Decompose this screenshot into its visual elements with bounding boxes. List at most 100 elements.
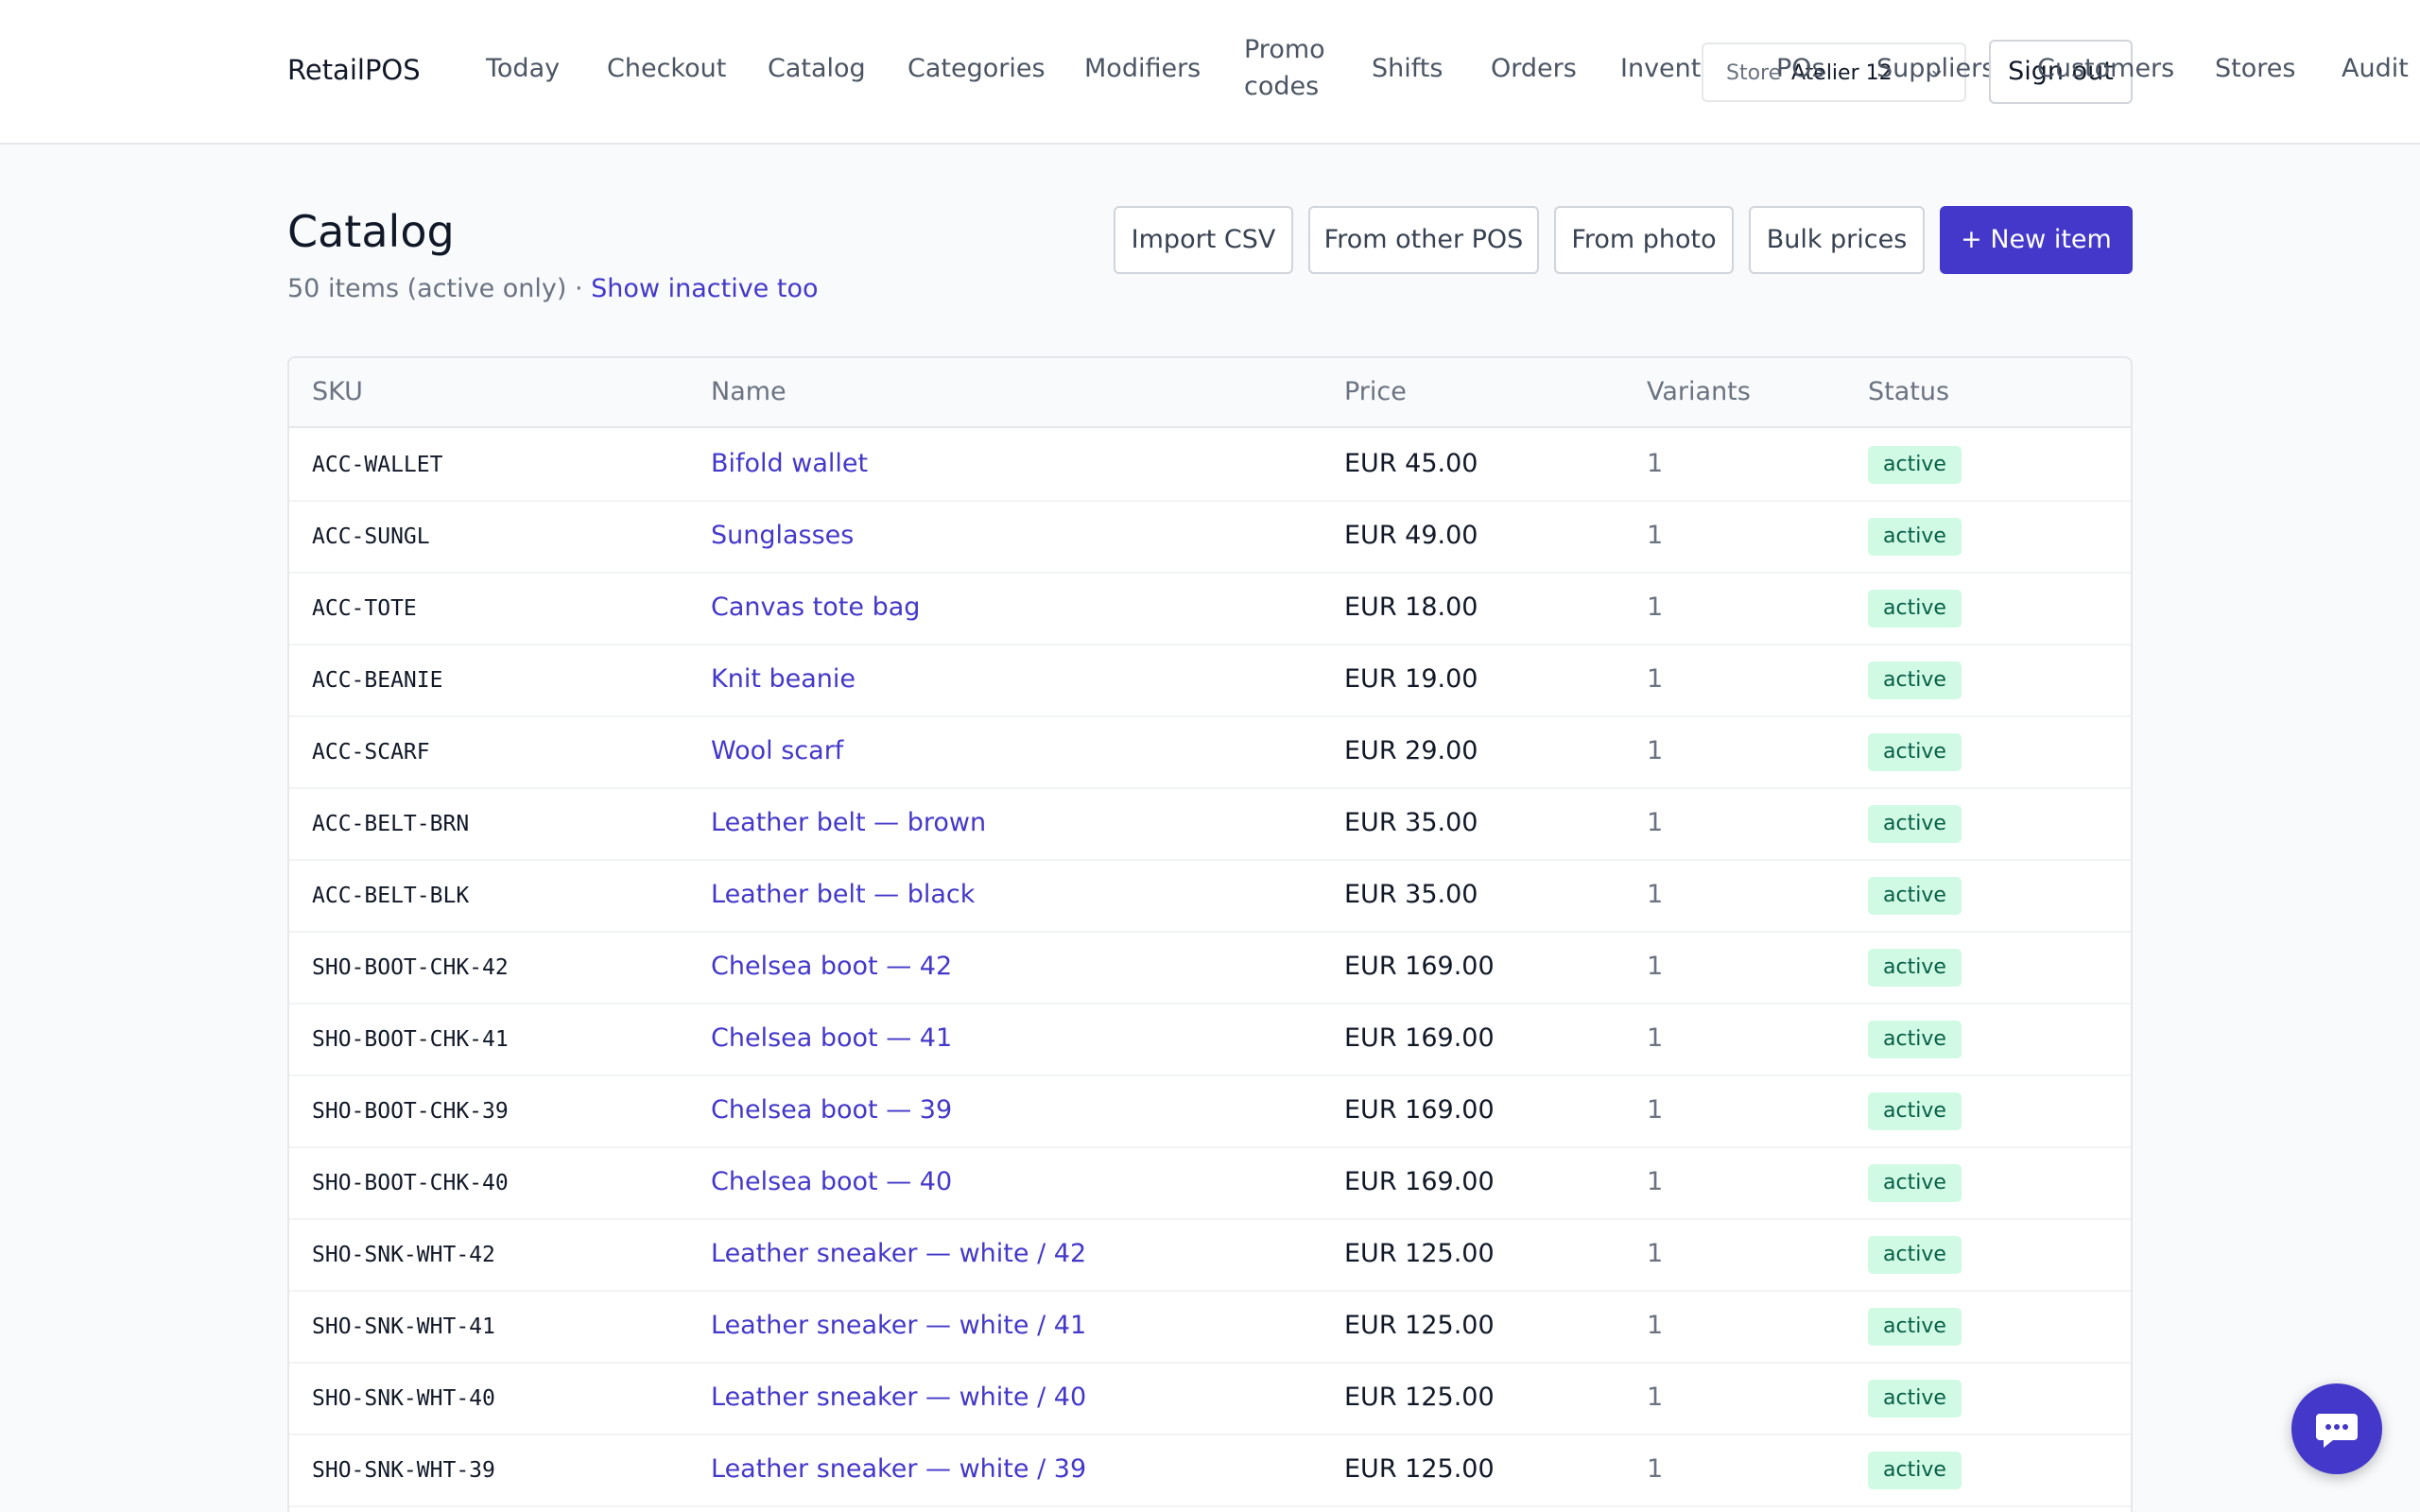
item-name-link[interactable]: Bifold wallet <box>711 449 869 478</box>
column-header-name[interactable]: Name <box>711 377 786 406</box>
table-row[interactable]: ACC-SCARF Wool scarf EUR 29.00 1 active <box>289 717 2131 789</box>
item-name-link[interactable]: Chelsea boot — 41 <box>711 1023 953 1053</box>
variants-count: 1 <box>1647 1167 1664 1196</box>
new-item-button[interactable]: + New item <box>1940 206 2133 274</box>
catalog-table: SKU Name Price Variants Status ACC-WALLE… <box>287 356 2133 1512</box>
column-header-price[interactable]: Price <box>1344 377 1407 406</box>
item-name-link[interactable]: Leather belt — brown <box>711 808 987 837</box>
price-cell: EUR 35.00 <box>1344 808 1478 837</box>
variants-count: 1 <box>1647 664 1664 694</box>
nav-catalog[interactable]: Catalog <box>768 54 866 83</box>
status-badge: active <box>1868 1236 1962 1274</box>
table-row[interactable]: SHO-SNK-WHT-39 Leather sneaker — white / … <box>289 1435 2131 1507</box>
nav-shifts[interactable]: Shifts <box>1372 54 1443 83</box>
price-cell: EUR 29.00 <box>1344 736 1478 765</box>
brand-logo[interactable]: RetailPOS <box>287 54 421 86</box>
column-header-status[interactable]: Status <box>1868 377 1950 406</box>
chat-button[interactable] <box>2291 1383 2382 1474</box>
price-cell: EUR 125.00 <box>1344 1383 1495 1412</box>
table-row[interactable]: ACC-WALLET Bifold wallet EUR 45.00 1 active <box>289 430 2131 502</box>
item-name-link[interactable]: Canvas tote bag <box>711 593 921 622</box>
table-row[interactable]: SHO-BOOT-CHK-39 Chelsea boot — 39 EUR 169.… <box>289 1076 2131 1148</box>
variants-count: 1 <box>1647 1311 1664 1340</box>
sku-cell: SHO-BOOT-CHK-42 <box>312 955 509 980</box>
item-name-link[interactable]: Knit beanie <box>711 664 856 694</box>
nav-pos[interactable]: POs <box>1776 54 1825 83</box>
status-badge: active <box>1868 733 1962 771</box>
table-row[interactable]: ACC-BELT-BLK Leather belt — black EUR 35.0… <box>289 861 2131 933</box>
sku-cell: SHO-SNK-WHT-39 <box>312 1458 495 1483</box>
variants-count: 1 <box>1647 1239 1664 1268</box>
nav-today[interactable]: Today <box>486 54 561 83</box>
price-cell: EUR 19.00 <box>1344 664 1478 694</box>
status-badge: active <box>1868 518 1962 556</box>
sku-cell: SHO-BOOT-CHK-40 <box>312 1171 509 1195</box>
table-row[interactable]: SHO-SNK-WHT-41 Leather sneaker — white / … <box>289 1292 2131 1364</box>
status-badge: active <box>1868 1380 1962 1418</box>
variants-count: 1 <box>1647 880 1664 909</box>
table-row[interactable]: ACC-BEANIE Knit beanie EUR 19.00 1 active <box>289 645 2131 717</box>
bulk-prices-button[interactable]: Bulk prices <box>1749 206 1925 274</box>
item-name-link[interactable]: Leather sneaker — white / 39 <box>711 1454 1087 1484</box>
item-name-link[interactable]: Chelsea boot — 40 <box>711 1167 953 1196</box>
variants-count: 1 <box>1647 1095 1664 1125</box>
variants-count: 1 <box>1647 952 1664 981</box>
nav-suppliers[interactable]: Suppliers <box>1876 54 1996 83</box>
item-name-link[interactable]: Leather sneaker — white / 41 <box>711 1311 1087 1340</box>
variants-count: 1 <box>1647 736 1664 765</box>
nav-modifiers[interactable]: Modifiers <box>1084 54 1201 83</box>
price-cell: EUR 125.00 <box>1344 1454 1495 1484</box>
sku-cell: SHO-BOOT-CHK-39 <box>312 1099 509 1124</box>
price-cell: EUR 169.00 <box>1344 1167 1495 1196</box>
nav-stores[interactable]: Stores <box>2215 54 2296 83</box>
variants-count: 1 <box>1647 1454 1664 1484</box>
table-row[interactable]: ACC-TOTE Canvas tote bag EUR 18.00 1 active <box>289 574 2131 645</box>
column-header-sku[interactable]: SKU <box>312 377 363 406</box>
status-badge: active <box>1868 1452 1962 1489</box>
import-csv-button[interactable]: Import CSV <box>1114 206 1293 274</box>
store-selector-label: Store <box>1726 61 1782 85</box>
sku-cell: ACC-SCARF <box>312 740 430 765</box>
item-name-link[interactable]: Chelsea boot — 39 <box>711 1095 953 1125</box>
status-badge: active <box>1868 1092 1962 1130</box>
table-header: SKU Name Price Variants Status <box>289 358 2131 428</box>
show-inactive-link[interactable]: Show inactive too <box>591 274 819 303</box>
table-row[interactable]: SHO-BOOT-CHK-41 Chelsea boot — 41 EUR 169.… <box>289 1005 2131 1076</box>
item-name-link[interactable]: Leather sneaker — white / 40 <box>711 1383 1087 1412</box>
store-selector[interactable]: Store Atelier 12 ⌄ <box>1702 43 1966 102</box>
chevron-down-icon: ⌄ <box>1927 58 1945 81</box>
item-name-link[interactable]: Chelsea boot — 42 <box>711 952 953 981</box>
nav-categories[interactable]: Categories <box>908 54 1046 83</box>
table-row[interactable]: ACC-BELT-BRN Leather belt — brown EUR 35.0… <box>289 789 2131 861</box>
price-cell: EUR 18.00 <box>1344 593 1478 622</box>
item-count-summary: 50 items (active only) · Show inactive t… <box>287 274 819 303</box>
column-header-variants[interactable]: Variants <box>1647 377 1751 406</box>
nav-checkout[interactable]: Checkout <box>607 54 727 83</box>
table-row[interactable]: SHO-BOOT-CHK-42 Chelsea boot — 42 EUR 169.… <box>289 933 2131 1005</box>
sku-cell: ACC-BELT-BLK <box>312 884 470 908</box>
table-row[interactable]: ACC-SUNGL Sunglasses EUR 49.00 1 active <box>289 502 2131 574</box>
nav-promo-codes[interactable]: Promo codes <box>1244 35 1325 101</box>
table-row[interactable]: SHO-BOOT-CHK-40 Chelsea boot — 40 EUR 169.… <box>289 1148 2131 1220</box>
nav-audit[interactable]: Audit <box>2342 54 2409 83</box>
price-cell: EUR 45.00 <box>1344 449 1478 478</box>
item-count-text: 50 items (active only) · <box>287 274 592 303</box>
from-photo-button[interactable]: From photo <box>1554 206 1734 274</box>
item-name-link[interactable]: Wool scarf <box>711 736 844 765</box>
sku-cell: SHO-SNK-WHT-41 <box>312 1314 495 1339</box>
sign-out-button[interactable]: Sign out <box>1989 40 2133 104</box>
item-name-link[interactable]: Sunglasses <box>711 521 855 550</box>
chat-bubble-icon <box>2316 1414 2358 1448</box>
sku-cell: SHO-BOOT-CHK-41 <box>312 1027 509 1052</box>
table-row[interactable]: SHO-SNK-WHT-42 Leather sneaker — white / … <box>289 1220 2131 1292</box>
status-badge: active <box>1868 877 1962 915</box>
item-name-link[interactable]: Leather belt — black <box>711 880 976 909</box>
status-badge: active <box>1868 1164 1962 1202</box>
item-name-link[interactable]: Leather sneaker — white / 42 <box>711 1239 1087 1268</box>
status-badge: active <box>1868 949 1962 987</box>
table-row[interactable]: SHO-SNK-WHT-40 Leather sneaker — white / … <box>289 1364 2131 1435</box>
nav-customers[interactable]: Customers <box>2037 54 2175 83</box>
nav-orders[interactable]: Orders <box>1491 54 1577 83</box>
sku-cell: ACC-BEANIE <box>312 668 443 693</box>
from-other-pos-button[interactable]: From other POS <box>1308 206 1539 274</box>
